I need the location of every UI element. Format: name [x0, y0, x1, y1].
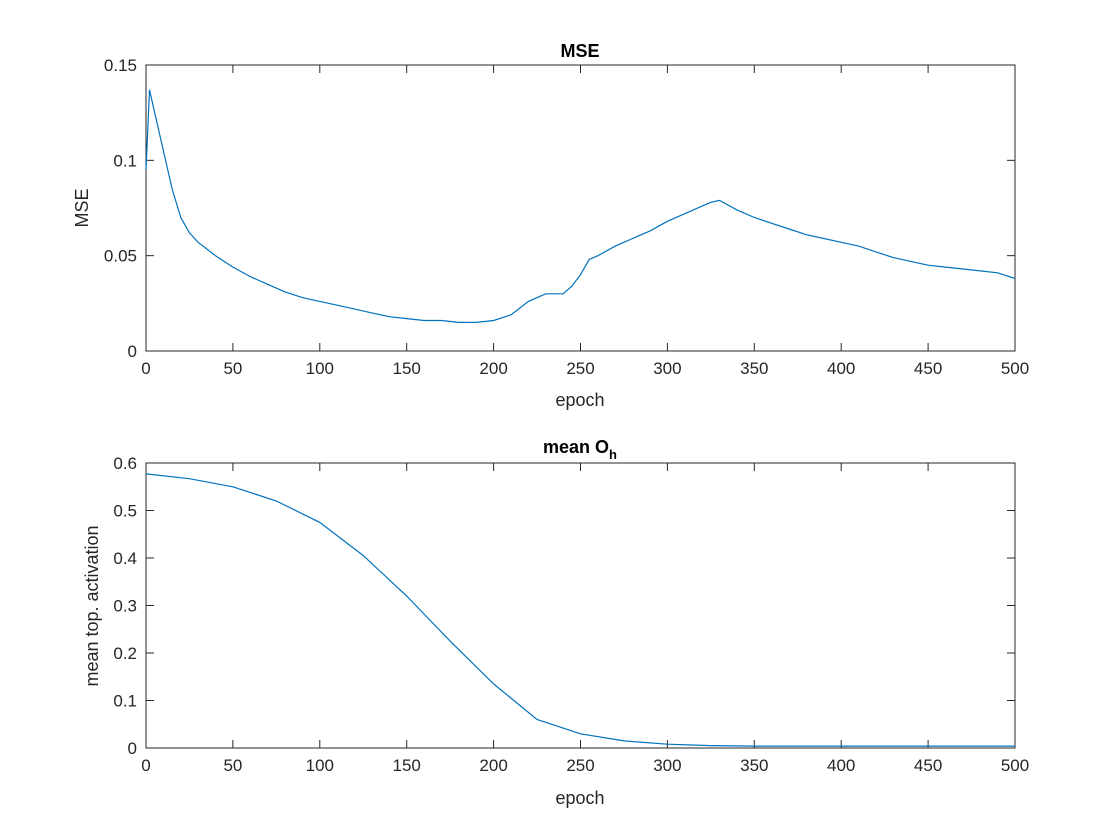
mse-xtick-label: 400: [827, 359, 855, 378]
mse-ytick-label: 0.1: [113, 151, 137, 170]
activation-xtick-label: 350: [740, 756, 768, 775]
mse-xtick-label: 200: [479, 359, 507, 378]
mse-ytick-label: 0.15: [104, 56, 137, 75]
activation-xtick-label: 400: [827, 756, 855, 775]
activation-ytick-label: 0: [128, 739, 137, 758]
mse-axes: 0 50 100 150 200 250 300 350 400 450 500 0 0.05 0.1 0.…: [72, 41, 1029, 410]
mse-xlabel: epoch: [555, 390, 604, 410]
mse-xtick-label: 450: [914, 359, 942, 378]
activation-plot-area: [145, 462, 1016, 749]
activation-title-main: mean O: [543, 437, 609, 457]
activation-ytick-label: 0.1: [113, 692, 137, 711]
mse-ylabel: MSE: [72, 188, 92, 227]
mse-ytick-label: 0.05: [104, 247, 137, 266]
activation-ytick-label: 0.5: [113, 502, 137, 521]
mse-xtick-label: 50: [223, 359, 242, 378]
mse-xtick-label: 0: [141, 359, 150, 378]
activation-ytick-label: 0.3: [113, 597, 137, 616]
mse-xtick-label: 300: [653, 359, 681, 378]
mse-title: MSE: [560, 41, 599, 61]
activation-ticks: 0 50 100 150 200 250 300 350 400 450 500 0 0.1 0.2 0.3…: [113, 454, 1029, 775]
activation-axes: 0 50 100 150 200 250 300 350 400 450 500 0 0.1 0.2 0.3…: [82, 437, 1029, 808]
activation-ytick-label: 0.4: [113, 549, 137, 568]
activation-xtick-label: 500: [1001, 756, 1029, 775]
activation-xlabel: epoch: [555, 788, 604, 808]
activation-xtick-label: 100: [306, 756, 334, 775]
activation-xtick-label: 250: [566, 756, 594, 775]
mse-xtick-label: 500: [1001, 359, 1029, 378]
mse-xtick-label: 100: [306, 359, 334, 378]
activation-xtick-label: 200: [479, 756, 507, 775]
activation-ytick-label: 0.6: [113, 454, 137, 473]
mse-ytick-label: 0: [128, 342, 137, 361]
activation-series-line: [145, 473, 1015, 747]
activation-xtick-label: 450: [914, 756, 942, 775]
mse-xtick-label: 150: [393, 359, 421, 378]
activation-title-subscript: h: [609, 447, 617, 462]
activation-xtick-label: 0: [141, 756, 150, 775]
activation-xtick-label: 50: [223, 756, 242, 775]
activation-xtick-label: 150: [393, 756, 421, 775]
mse-plot-area: [145, 64, 1016, 352]
mse-xtick-label: 350: [740, 359, 768, 378]
activation-ylabel: mean top. activation: [82, 525, 102, 686]
activation-ytick-label: 0.2: [113, 644, 137, 663]
activation-title: mean Oh: [543, 437, 617, 462]
activation-xtick-label: 300: [653, 756, 681, 775]
mse-xtick-label: 250: [566, 359, 594, 378]
mse-series-line: [145, 89, 1016, 323]
mse-ticks: 0 50 100 150 200 250 300 350 400 450 500 0 0.05 0.1 0.…: [104, 56, 1029, 378]
